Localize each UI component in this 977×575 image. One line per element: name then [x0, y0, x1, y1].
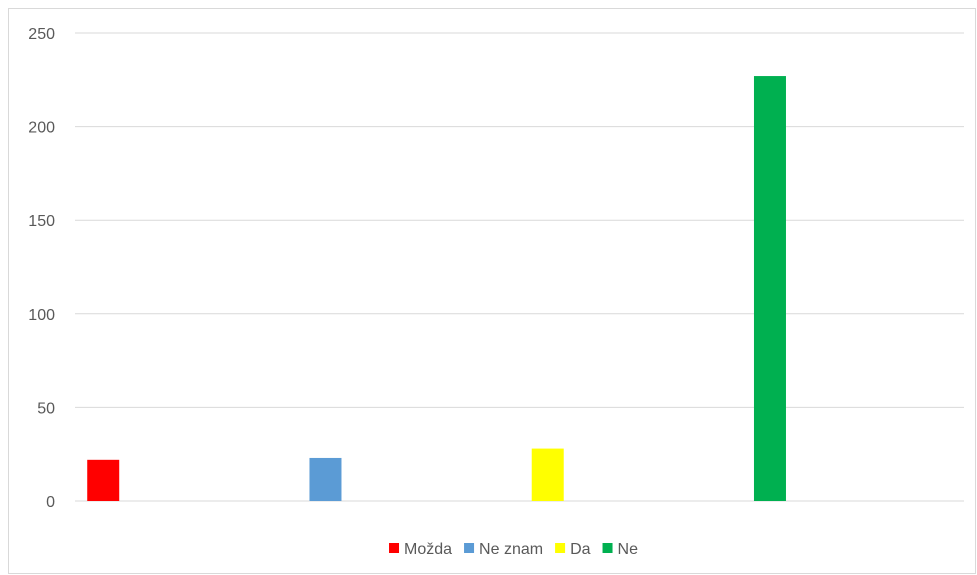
y-tick-label: 250 — [28, 26, 55, 43]
y-tick-label: 150 — [28, 213, 55, 230]
chart-frame — [8, 8, 976, 574]
y-tick-label: 100 — [28, 307, 55, 324]
bar-3 — [531, 448, 564, 501]
y-axis-ticks: 0 50 100 150 200 250 — [28, 26, 55, 511]
legend-label: Ne znam — [479, 541, 543, 558]
bar-1 — [87, 459, 120, 501]
bar-layer — [87, 76, 786, 501]
y-tick-label: 200 — [28, 120, 55, 137]
legend-label: Da — [570, 541, 591, 558]
bar-2 — [309, 457, 342, 501]
y-tick-label: 0 — [46, 494, 55, 511]
legend-item: Možda — [389, 541, 452, 558]
y-tick-label: 50 — [37, 400, 55, 417]
legend-item: Da — [555, 541, 591, 558]
legend-swatch — [602, 543, 613, 553]
bar-4 — [753, 76, 786, 501]
legend-swatch — [389, 543, 400, 553]
legend-item: Ne znam — [464, 541, 543, 558]
legend-label: Ne — [618, 541, 639, 558]
grid-layer — [75, 32, 964, 502]
legend-label: Možda — [404, 541, 452, 558]
legend-item: Ne — [602, 541, 639, 558]
legend-swatch — [464, 543, 475, 553]
legend: Možda Ne znam Da Ne — [389, 541, 638, 558]
legend-swatch — [555, 543, 566, 553]
